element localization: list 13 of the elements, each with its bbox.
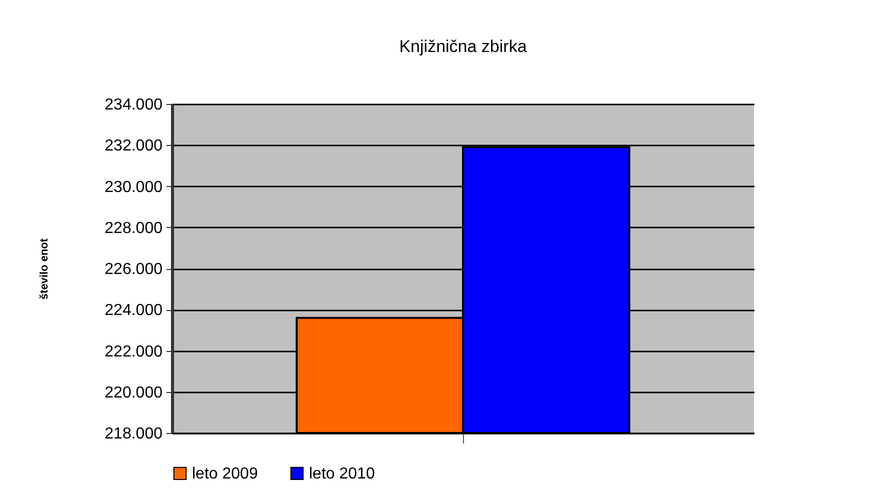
y-tick-label: 232.000 — [104, 138, 163, 155]
chart-title: Knjižnična zbirka — [399, 37, 528, 56]
y-tick-label: 224.000 — [104, 302, 163, 320]
legend-label: leto 2010 — [309, 465, 375, 482]
y-axis-title: število enot — [38, 238, 51, 300]
y-tick-label: 228.000 — [104, 220, 163, 237]
y-tick-label: 222.000 — [104, 343, 163, 360]
y-tick-label: 230.000 — [104, 178, 163, 196]
legend-label: leto 2009 — [192, 465, 258, 482]
y-tick-label: 220.000 — [104, 384, 163, 402]
y-tick-label: 234.000 — [104, 96, 163, 114]
y-tick-label: 226.000 — [104, 261, 163, 278]
y-tick-label: 218.000 — [104, 426, 163, 442]
